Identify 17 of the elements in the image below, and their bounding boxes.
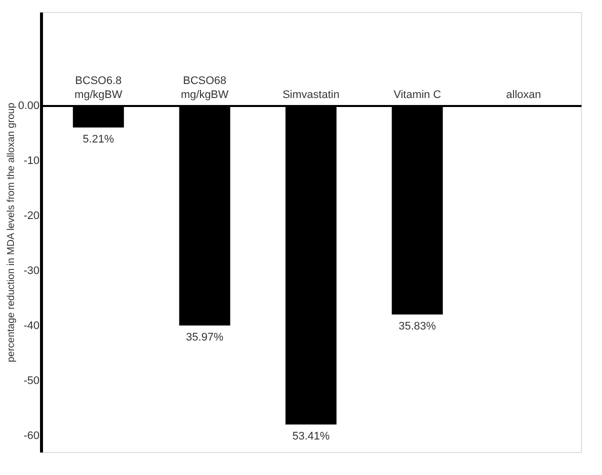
y-axis-title: percentage reduction in MDA levels from the alloxan group <box>6 102 18 362</box>
y-tick-label: -10 <box>24 155 40 167</box>
x-tick-label: alloxan <box>506 89 542 101</box>
x-tick-label: BCSO6.8 mg/kgBW <box>74 75 123 101</box>
y-tick-label: -20 <box>24 210 40 222</box>
annotation: 5.21% <box>82 134 114 146</box>
x-tick-label: Simvastatin <box>282 89 340 101</box>
annotation: 35.83% <box>398 320 436 332</box>
x-tick-label: Vitamin C <box>394 89 442 101</box>
y-tick-label: -40 <box>24 320 40 332</box>
x-tick-label: BCSO68 mg/kgBW <box>180 75 230 101</box>
y-tick-label: 0.00 <box>18 100 40 112</box>
y-tick-label: -50 <box>24 375 40 387</box>
annotation: 35.97% <box>186 332 224 344</box>
annotation: 53.41% <box>292 430 330 442</box>
y-tick-label: -60 <box>24 430 40 442</box>
y-tick-label: -30 <box>24 265 40 277</box>
